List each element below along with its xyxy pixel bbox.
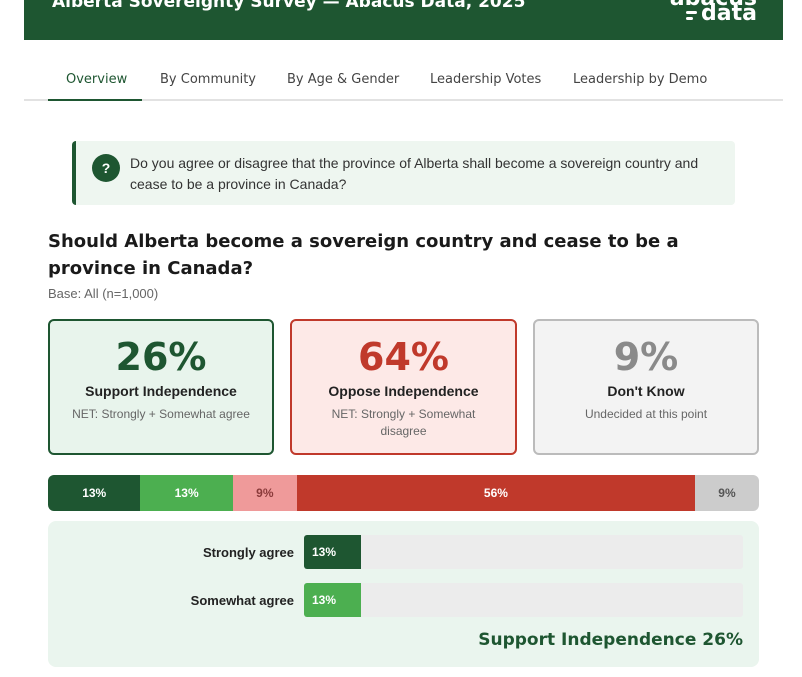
detail-row: Strongly agree 13% <box>48 535 759 569</box>
logo-word: data <box>701 1 757 26</box>
support-sub: NET: Strongly + Somewhat agree <box>72 407 250 421</box>
tab-by-community[interactable]: By Community <box>160 72 256 87</box>
dont-know-card: 9% Don't Know Undecided at this point <box>533 319 759 455</box>
support-pct: 26% <box>115 335 207 379</box>
question-mark-icon: ? <box>92 154 120 182</box>
stack-segment-don-t-know: 9% <box>694 475 759 511</box>
detail-row: Somewhat agree 13% <box>48 583 759 617</box>
page-title: Alberta Sovereignty Survey — Abacus Data… <box>52 0 526 12</box>
tab-overview[interactable]: Overview <box>48 58 142 101</box>
app-header: Alberta Sovereignty Survey — Abacus Data… <box>24 0 783 40</box>
support-card: 26% Support Independence NET: Strongly +… <box>48 319 274 455</box>
dont-know-label: Don't Know <box>607 383 685 399</box>
logo-bars-icon <box>686 11 698 20</box>
detail-row-label: Somewhat agree <box>190 593 294 608</box>
oppose-pct: 64% <box>358 335 449 379</box>
stack-segment-strongly-agree: 13% <box>48 475 141 511</box>
detail-bar-fill: 13% <box>304 583 362 617</box>
tab-by-age-gender[interactable]: By Age & Gender <box>287 72 400 87</box>
question-callout: ? Do you agree or disagree that the prov… <box>72 141 735 205</box>
dont-know-sub: Undecided at this point <box>584 407 708 421</box>
support-summary: Support Independence 26% <box>478 630 743 650</box>
detail-bar-track: 13% <box>304 583 743 617</box>
support-detail-panel: Support Independence 26% Strongly agree 1… <box>48 521 759 667</box>
tab-leadership-by-demo[interactable]: Leadership by Demo <box>573 72 708 87</box>
support-label: Support Independence <box>85 383 237 399</box>
detail-bar-track: 13% <box>304 535 743 569</box>
oppose-sub: NET: Strongly + Somewhat disagree <box>331 407 476 438</box>
dont-know-pct: 9% <box>613 335 679 379</box>
tab-bar: Overview By Community By Age & Gender Le… <box>24 58 783 101</box>
base-note: Base: All (n=1,000) <box>48 286 159 301</box>
abacus-logo: abacus data <box>670 0 757 26</box>
question-text: Do you agree or disagree that the provin… <box>130 155 699 192</box>
logo-word-top: abacus <box>670 0 757 11</box>
oppose-label: Oppose Independence <box>328 383 479 399</box>
stack-segment-somewhat-disagree: 9% <box>232 475 297 511</box>
tab-leadership-votes[interactable]: Leadership Votes <box>430 72 542 87</box>
stacked-bar-chart: 13% 13% 9% 56% 9% <box>48 475 759 511</box>
stack-segment-somewhat-agree: 13% <box>140 475 233 511</box>
oppose-card: 64% Oppose Independence NET: Strongly + … <box>290 319 517 455</box>
section-title: Should Alberta become a sovereign countr… <box>48 231 679 279</box>
detail-bar-fill: 13% <box>304 535 362 569</box>
detail-row-label: Strongly agree <box>202 545 294 560</box>
stack-segment-strongly-disagree: 56% <box>296 475 695 511</box>
